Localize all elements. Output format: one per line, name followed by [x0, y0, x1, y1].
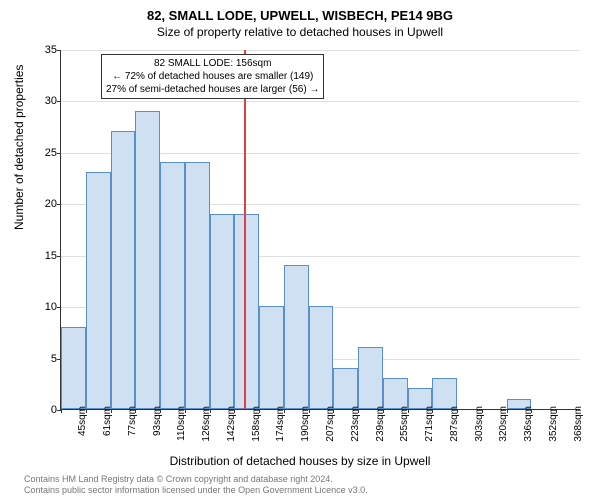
x-tick-mark [210, 409, 211, 413]
x-tick-mark [457, 409, 458, 413]
x-tick-mark [86, 409, 87, 413]
x-tick-mark [358, 409, 359, 413]
x-tick-mark [383, 409, 384, 413]
y-tick-label: 35 [33, 44, 57, 56]
x-tick-mark [259, 409, 260, 413]
histogram-bar [210, 214, 235, 409]
histogram-bar [234, 214, 259, 409]
y-axis-label: Number of detached properties [12, 65, 26, 230]
annotation-box: 82 SMALL LODE: 156sqm ← 72% of detached … [101, 54, 324, 99]
y-tick-mark [57, 256, 61, 257]
y-tick-label: 25 [33, 147, 57, 159]
copyright-notice: Contains HM Land Registry data © Crown c… [24, 474, 368, 496]
y-tick-label: 10 [33, 301, 57, 313]
chart-plot-area: 0510152025303545sqm61sqm77sqm93sqm110sqm… [60, 50, 580, 410]
x-tick-label: 368sqm [573, 406, 584, 442]
x-tick-mark [284, 409, 285, 413]
x-tick-mark [531, 409, 532, 413]
x-tick-mark [482, 409, 483, 413]
copyright-line-2: Contains public sector information licen… [24, 485, 368, 496]
x-tick-mark [185, 409, 186, 413]
y-tick-label: 30 [33, 95, 57, 107]
histogram-bar [86, 172, 111, 409]
histogram-bar [333, 368, 358, 409]
y-tick-mark [57, 307, 61, 308]
y-tick-label: 0 [33, 404, 57, 416]
x-tick-mark [234, 409, 235, 413]
x-tick-mark [432, 409, 433, 413]
x-tick-mark [333, 409, 334, 413]
y-tick-mark [57, 204, 61, 205]
histogram-bar [432, 378, 457, 409]
annotation-line-3: 27% of semi-detached houses are larger (… [106, 83, 319, 96]
histogram-bar [111, 131, 136, 409]
y-gridline [61, 101, 580, 102]
marker-vertical-line [244, 50, 246, 409]
x-tick-mark [111, 409, 112, 413]
histogram-bar [358, 347, 383, 409]
histogram-bar [160, 162, 185, 409]
chart-container: 82, SMALL LODE, UPWELL, WISBECH, PE14 9B… [0, 0, 600, 500]
y-tick-mark [57, 153, 61, 154]
y-gridline [61, 50, 580, 51]
histogram-bar [284, 265, 309, 409]
x-axis-label: Distribution of detached houses by size … [0, 454, 600, 468]
histogram-bar [185, 162, 210, 409]
x-tick-mark [135, 409, 136, 413]
chart-title-sub: Size of property relative to detached ho… [0, 23, 600, 39]
x-tick-mark [507, 409, 508, 413]
y-tick-mark [57, 101, 61, 102]
x-tick-mark [408, 409, 409, 413]
x-tick-mark [309, 409, 310, 413]
x-tick-mark [61, 409, 62, 413]
annotation-line-2: ← 72% of detached houses are smaller (14… [106, 70, 319, 83]
histogram-bar [61, 327, 86, 409]
annotation-line-1: 82 SMALL LODE: 156sqm [106, 57, 319, 70]
histogram-bar [383, 378, 408, 409]
histogram-bar [309, 306, 334, 409]
chart-title-main: 82, SMALL LODE, UPWELL, WISBECH, PE14 9B… [0, 0, 600, 23]
y-tick-mark [57, 50, 61, 51]
y-tick-label: 20 [33, 198, 57, 210]
copyright-line-1: Contains HM Land Registry data © Crown c… [24, 474, 368, 485]
histogram-bar [259, 306, 284, 409]
y-tick-label: 5 [33, 353, 57, 365]
x-tick-mark [556, 409, 557, 413]
y-tick-label: 15 [33, 250, 57, 262]
x-tick-mark [160, 409, 161, 413]
histogram-bar [135, 111, 160, 409]
